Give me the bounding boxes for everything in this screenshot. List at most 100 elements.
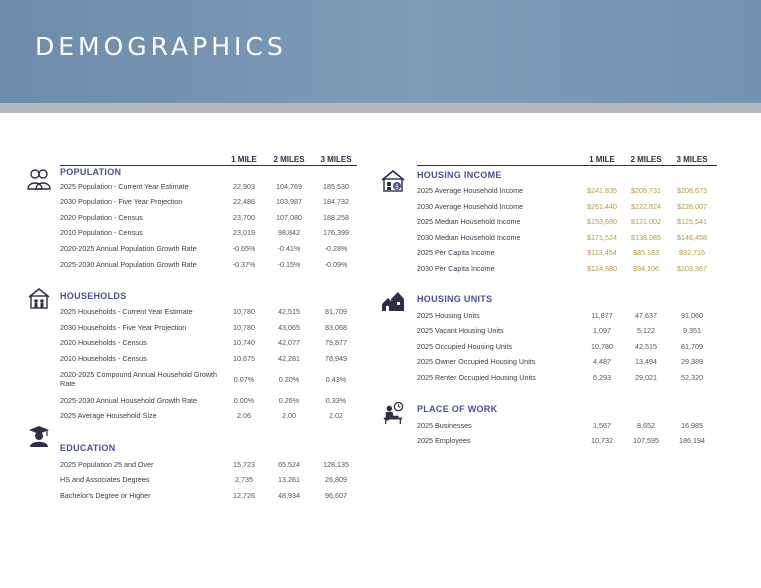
row-value-v1: 2,735 <box>235 475 253 484</box>
col-3-miles: 3 MILES <box>320 155 352 164</box>
row-label: Bachelor's Degree or Higher <box>60 491 151 500</box>
row-label: 2020 Households - Census <box>60 338 147 347</box>
row-label: 2030 Households - Five Year Projection <box>60 323 187 332</box>
row-value-v3: 29,389 <box>681 357 703 366</box>
row-value-v1: $171,524 <box>587 233 617 242</box>
row-value-v1: 22,486 <box>233 197 255 206</box>
row-label: 2025 Occupied Housing Units <box>417 342 513 351</box>
row-value-v2: 65,524 <box>278 460 300 469</box>
row-value-v2: 104,769 <box>276 182 302 191</box>
row-label: 2010 Population - Census <box>60 228 143 237</box>
people-icon <box>27 169 51 190</box>
row-value-v2: 107,595 <box>633 436 659 445</box>
row-label: 2030 Per Capita Income <box>417 264 495 273</box>
row-value-v3: $92,716 <box>679 248 705 257</box>
row-label: 2010 Households - Census <box>60 354 147 363</box>
row-value-v2: 43,065 <box>278 323 300 332</box>
page-title: DEMOGRAPHICS <box>35 32 287 61</box>
row-value-v3: $103,367 <box>677 264 707 273</box>
row-value-v2: 42,515 <box>278 307 300 316</box>
row-value-v3: $208,673 <box>677 186 707 195</box>
row-value-v1: 15,723 <box>233 460 255 469</box>
row-value-v3: 52,320 <box>681 373 703 382</box>
row-value-v1: 2.06 <box>237 411 251 420</box>
row-value-v1: $153,690 <box>587 217 617 226</box>
section-households: HOUSEHOLDS <box>60 291 127 301</box>
row-value-v1: -0.65% <box>232 244 256 253</box>
row-value-v3: 184,732 <box>323 197 349 206</box>
row-label: 2025 Vacant Housing Units <box>417 326 504 335</box>
row-value-v1: 23,019 <box>233 228 255 237</box>
row-value-v1: 1,567 <box>593 421 611 430</box>
row-value-v1: $113,454 <box>587 248 617 257</box>
house-icon <box>28 287 50 309</box>
row-value-v1: 10,740 <box>233 338 255 347</box>
row-value-v3: 185,530 <box>323 182 349 191</box>
row-value-v1: 4,487 <box>593 357 611 366</box>
row-value-v1: 10,780 <box>233 323 255 332</box>
money-house-icon: $ <box>381 170 405 192</box>
row-value-v1: 22,903 <box>233 182 255 191</box>
row-value-v1: 10,732 <box>591 436 613 445</box>
row-value-v2: $222,824 <box>631 202 661 211</box>
svg-text:$: $ <box>395 184 399 191</box>
row-label: 2030 Population - Five Year Projection <box>60 197 183 206</box>
row-value-v1: 10,675 <box>233 354 255 363</box>
row-label: 2025 Average Household Size <box>60 411 157 420</box>
row-label: 2020 Population - Census <box>60 213 143 222</box>
row-value-v3: 188,258 <box>323 213 349 222</box>
row-label: 2025 Per Capita Income <box>417 248 495 257</box>
row-label: 2025 Median Household Income <box>417 217 521 226</box>
row-value-v2: 5,122 <box>637 326 655 335</box>
row-value-v2: 42,077 <box>278 338 300 347</box>
row-value-v1: 10,780 <box>591 342 613 351</box>
row-label: 2025 Employees <box>417 436 471 445</box>
row-value-v2: 42,515 <box>635 342 657 351</box>
worker-desk-icon <box>383 402 404 424</box>
col-1-mile: 1 MILE <box>231 155 257 164</box>
row-value-v2: -0.41% <box>277 244 301 253</box>
row-label: 2030 Average Household Income <box>417 202 524 211</box>
row-value-v1: 10,780 <box>233 307 255 316</box>
header-banner <box>0 0 761 103</box>
col-3-miles-right: 3 MILES <box>676 155 708 164</box>
row-value-v2: 0.20% <box>278 375 300 384</box>
row-value-v1: $261,440 <box>587 202 617 211</box>
row-value-v3: 0.33% <box>325 396 347 405</box>
row-label: 2025-2030 Annual Household Growth Rate <box>60 396 198 405</box>
row-value-v2: $94,106 <box>633 264 659 273</box>
row-value-v2: 107,080 <box>276 213 302 222</box>
row-value-v2: 13,494 <box>635 357 657 366</box>
row-label: 2025 Average Household Income <box>417 186 524 195</box>
section-population: POPULATION <box>60 167 122 177</box>
row-value-v2: 98,842 <box>278 228 300 237</box>
row-value-v3: 81,709 <box>325 307 347 316</box>
row-value-v1: 0.07% <box>233 375 255 384</box>
graduation-icon <box>29 426 49 447</box>
houses-icon <box>382 292 404 311</box>
row-value-v2: $205,731 <box>631 186 661 195</box>
row-value-v2: 8,652 <box>637 421 655 430</box>
row-value-v2: 0.26% <box>278 396 300 405</box>
row-value-v3: -0.28% <box>324 244 348 253</box>
row-value-v1: $124,880 <box>587 264 617 273</box>
row-value-v2: 47,637 <box>635 311 657 320</box>
row-label: 2025 Households - Current Year Estimate <box>60 307 193 316</box>
col-2-miles-right: 2 MILES <box>630 155 662 164</box>
header-strip <box>0 103 761 113</box>
row-label: 2025 Businesses <box>417 421 472 430</box>
right-header-rule <box>417 165 717 166</box>
row-label: 2030 Median Household Income <box>417 233 521 242</box>
section-housing-income: HOUSING INCOME <box>417 170 502 180</box>
row-value-v2: 29,021 <box>635 373 657 382</box>
row-value-v3: 186,194 <box>679 436 705 445</box>
section-housing-units: HOUSING UNITS <box>417 294 493 304</box>
row-label: 2025 Housing Units <box>417 311 480 320</box>
section-place-of-work: PLACE OF WORK <box>417 404 498 414</box>
row-value-v3: 16,985 <box>681 421 703 430</box>
row-label: 2025-2030 Annual Population Growth Rate <box>60 260 197 269</box>
row-value-v3: 0.43% <box>325 375 347 384</box>
row-value-v2: 13,261 <box>278 475 300 484</box>
row-label: 2020-2025 Compound Annual Household Grow… <box>60 370 218 388</box>
row-value-v2: 42,281 <box>278 354 300 363</box>
